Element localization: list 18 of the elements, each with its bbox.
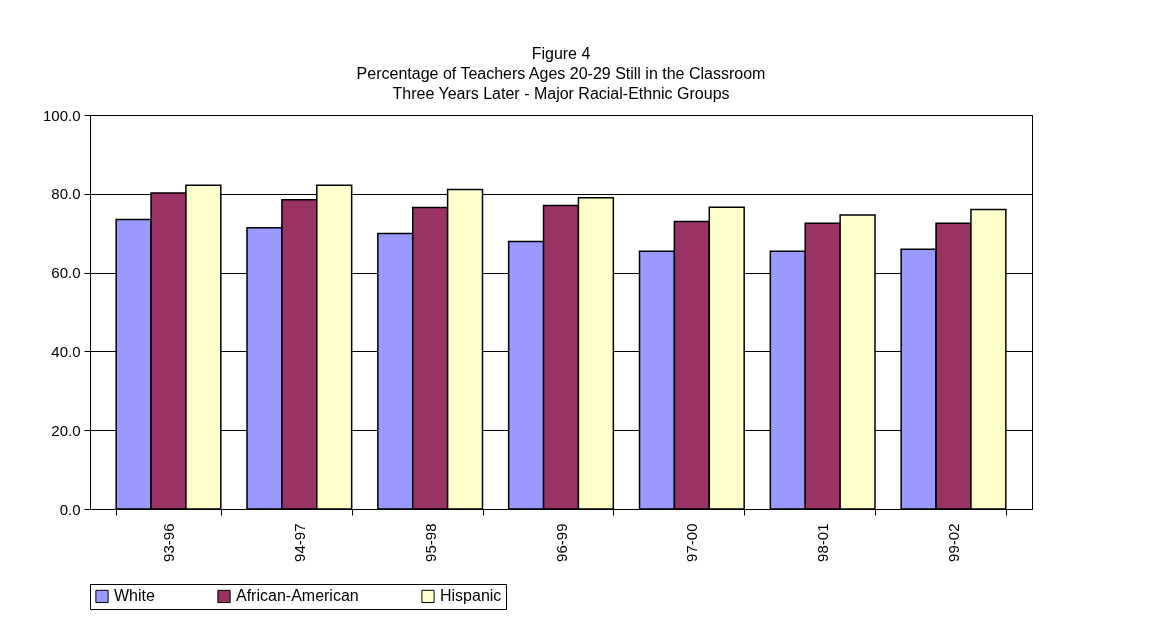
legend-label: Hispanic bbox=[440, 587, 502, 605]
x-tick-label: 94-97 bbox=[290, 523, 308, 562]
x-tick-label: 96-99 bbox=[552, 523, 570, 562]
y-tick-label: 0.0 bbox=[59, 500, 81, 518]
x-tick-label: 95-98 bbox=[421, 523, 439, 562]
y-tick-label: 40.0 bbox=[51, 342, 81, 360]
x-tick-label: 98-01 bbox=[814, 523, 832, 562]
y-tick-label: 100.0 bbox=[42, 106, 81, 124]
x-tick-label: 99-02 bbox=[945, 523, 962, 562]
y-tick-label: 20.0 bbox=[51, 421, 81, 439]
chart-subtitle: Percentage of Teachers Ages 20-29 Still in the Classroom Three Years Later - Major Racial-Ethnic Groups bbox=[356, 65, 766, 102]
x-tick-label: 97-00 bbox=[683, 523, 701, 562]
y-tick-label: 80.0 bbox=[51, 185, 81, 203]
legend-label: White bbox=[114, 587, 155, 605]
x-tick-label: 93-96 bbox=[160, 523, 177, 562]
legend-label: African-American bbox=[236, 587, 359, 605]
y-tick-label: 60.0 bbox=[51, 264, 81, 282]
chart-title: Figure 4 bbox=[531, 45, 591, 62]
